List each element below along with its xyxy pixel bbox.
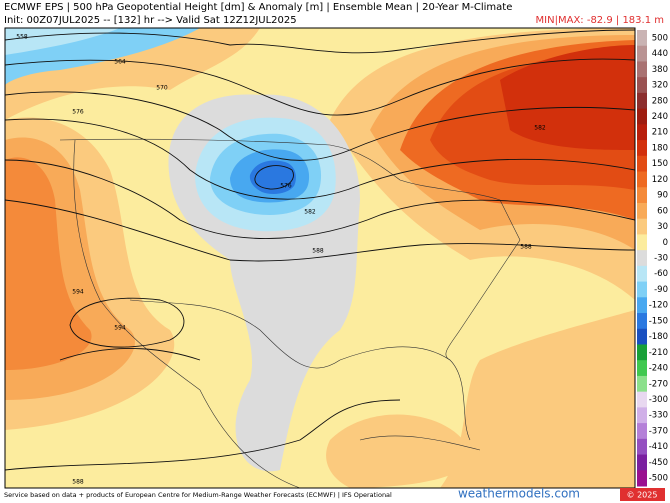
colorbar-label: 500 (652, 33, 668, 43)
colorbar-label: -150 (649, 316, 668, 326)
colorbar-label: -410 (649, 442, 668, 452)
height-contours (5, 29, 635, 471)
colorbar-swatch (637, 202, 647, 220)
colorbar-swatch (637, 171, 647, 188)
colorbar-swatch (637, 218, 647, 235)
contour-label: 588 (520, 244, 532, 251)
colorbar-swatch (637, 155, 647, 173)
site: weathermodels.com (458, 487, 580, 501)
colorbar-swatch (637, 313, 647, 330)
colorbar-label: 240 (652, 112, 668, 122)
colorbar-swatch (637, 77, 647, 94)
colorbar-swatch (637, 375, 647, 393)
colorbar-swatch (637, 187, 647, 204)
field (5, 157, 92, 370)
colorbar: 500 440 380 320 280 240 210 180 150 120 90 60 30 0 -30… (637, 30, 668, 487)
colorbar-swatch (637, 30, 647, 47)
contour-label: 594 (114, 325, 126, 332)
colorbar-label: -180 (649, 332, 668, 342)
colorbar-label: -270 (649, 379, 668, 389)
colorbar-label: -300 (649, 395, 668, 405)
field (440, 310, 635, 488)
colorbar-label: -90 (654, 285, 668, 295)
colorbar-label: -60 (654, 269, 668, 279)
colorbar-label: 280 (652, 96, 668, 106)
contour-label: 576 (280, 183, 292, 190)
colorbar-swatch (637, 108, 647, 125)
field (5, 28, 120, 55)
colorbar-label: 440 (652, 49, 668, 59)
colorbar-label: -210 (649, 348, 668, 358)
contour-label: 558 (16, 34, 28, 41)
min-max: MIN|MAX: -82.9 | 183.1 m (536, 15, 664, 26)
contour-label: 588 (72, 479, 84, 486)
contour-label: 582 (534, 125, 546, 132)
colorbar-label: 90 (657, 191, 668, 201)
colorbar-swatch (637, 344, 647, 361)
subtitle: Init: 00Z07JUL2025 -- [132] hr --> Valid… (4, 15, 297, 26)
field (326, 414, 471, 488)
colorbar-label: 30 (657, 222, 668, 232)
colorbar-swatch (637, 423, 647, 440)
contour-label: 588 (312, 248, 324, 255)
colorbar-label: -370 (649, 426, 668, 436)
colorbar-label: 150 (652, 159, 668, 169)
colorbar-label: -500 (649, 474, 668, 484)
colorbar-swatch (637, 265, 647, 283)
colorbar-swatch (637, 281, 647, 298)
colorbar-swatch (637, 438, 647, 456)
credit: Service based on data + products of Euro… (4, 491, 392, 499)
copyright: © 2025 (627, 491, 658, 500)
colorbar-label: 120 (652, 175, 668, 185)
colorbar-swatch (637, 250, 647, 267)
contour-label: 594 (72, 289, 84, 296)
contour-label: 570 (156, 85, 168, 92)
colorbar-label: 210 (652, 128, 668, 138)
colorbar-swatch (637, 297, 647, 314)
colorbar-swatch (637, 92, 647, 110)
colorbar-label: 380 (652, 65, 668, 75)
colorbar-label: 60 (657, 206, 668, 216)
colorbar-swatch (637, 140, 647, 157)
colorbar-swatch (637, 470, 647, 487)
colorbar-swatch (637, 234, 647, 251)
colorbar-label: -120 (649, 301, 668, 311)
colorbar-swatch (637, 360, 647, 377)
colorbar-swatch (637, 124, 647, 141)
colorbar-label: 0 (663, 238, 668, 248)
contour-label: 564 (114, 59, 126, 66)
title: ECMWF EPS | 500 hPa Geopotential Height … (4, 2, 512, 13)
colorbar-swatch (637, 407, 647, 424)
field (500, 45, 635, 150)
colorbar-label: 320 (652, 81, 668, 91)
copyright-box (620, 488, 665, 501)
colorbar-label: -240 (649, 364, 668, 374)
colorbar-swatch (637, 391, 647, 408)
colorbar-label: -450 (649, 458, 668, 468)
colorbar-label: 180 (652, 143, 668, 153)
colorbar-swatch (637, 45, 647, 62)
contour-label: 582 (304, 209, 316, 216)
colorbar-swatch (637, 454, 647, 471)
colorbar-swatch (637, 61, 647, 78)
contour-label: 576 (72, 109, 84, 116)
colorbar-swatch (637, 328, 647, 345)
colorbar-label: -330 (649, 411, 668, 421)
colorbar-label: -30 (654, 254, 668, 264)
map: 558 564 570 576 582 588 594 594 588 576 … (4, 27, 636, 489)
